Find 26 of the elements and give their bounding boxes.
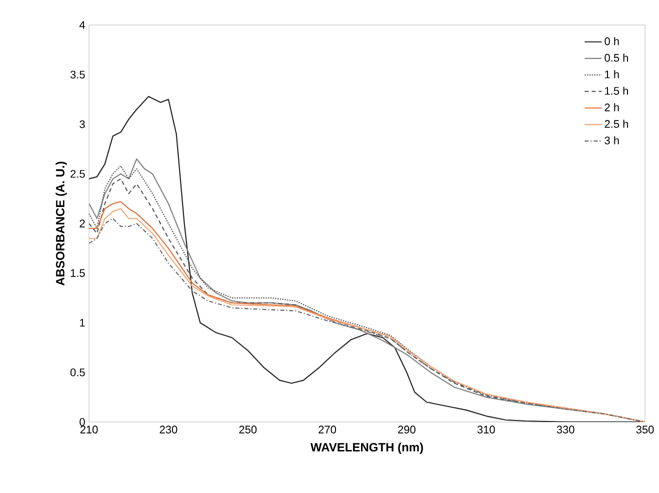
legend-label: 1.5 h bbox=[605, 86, 628, 95]
legend-label: 2 h bbox=[604, 103, 619, 112]
x-tick-label: 310 bbox=[477, 426, 495, 434]
x-tick-label: 250 bbox=[239, 426, 257, 434]
legend-label: 0.5 h bbox=[604, 54, 628, 62]
y-tick-label: 1.5 bbox=[70, 269, 85, 277]
x-tick-label: 330 bbox=[556, 426, 574, 434]
y-tick-label: 3.5 bbox=[70, 70, 85, 79]
y-tick-label: 0 bbox=[80, 418, 85, 426]
y-tick-label: 3 bbox=[80, 120, 85, 128]
y-axis-title: ABSORBANCE (A. U.) bbox=[56, 162, 67, 286]
legend-label: 3 h bbox=[604, 136, 619, 144]
y-tick-label: 0.5 bbox=[70, 368, 85, 376]
x-tick-label: 270 bbox=[318, 426, 336, 434]
x-axis-title: WAVELENGTH (nm) bbox=[310, 442, 423, 454]
x-tick-label: 230 bbox=[160, 426, 178, 434]
legend-label: 0 h bbox=[604, 37, 619, 46]
y-tick-label: 1 bbox=[80, 318, 85, 327]
y-tick-label: 2.5 bbox=[70, 170, 85, 178]
x-tick-label: 290 bbox=[398, 426, 416, 434]
legend-label: 1 h bbox=[605, 70, 619, 78]
legend-label: 2.5 h bbox=[604, 120, 628, 128]
x-tick-label: 210 bbox=[80, 426, 98, 434]
x-tick-label: 350 bbox=[636, 426, 654, 434]
y-tick-label: 2 bbox=[80, 220, 85, 228]
y-tick-label: 4 bbox=[79, 21, 85, 29]
